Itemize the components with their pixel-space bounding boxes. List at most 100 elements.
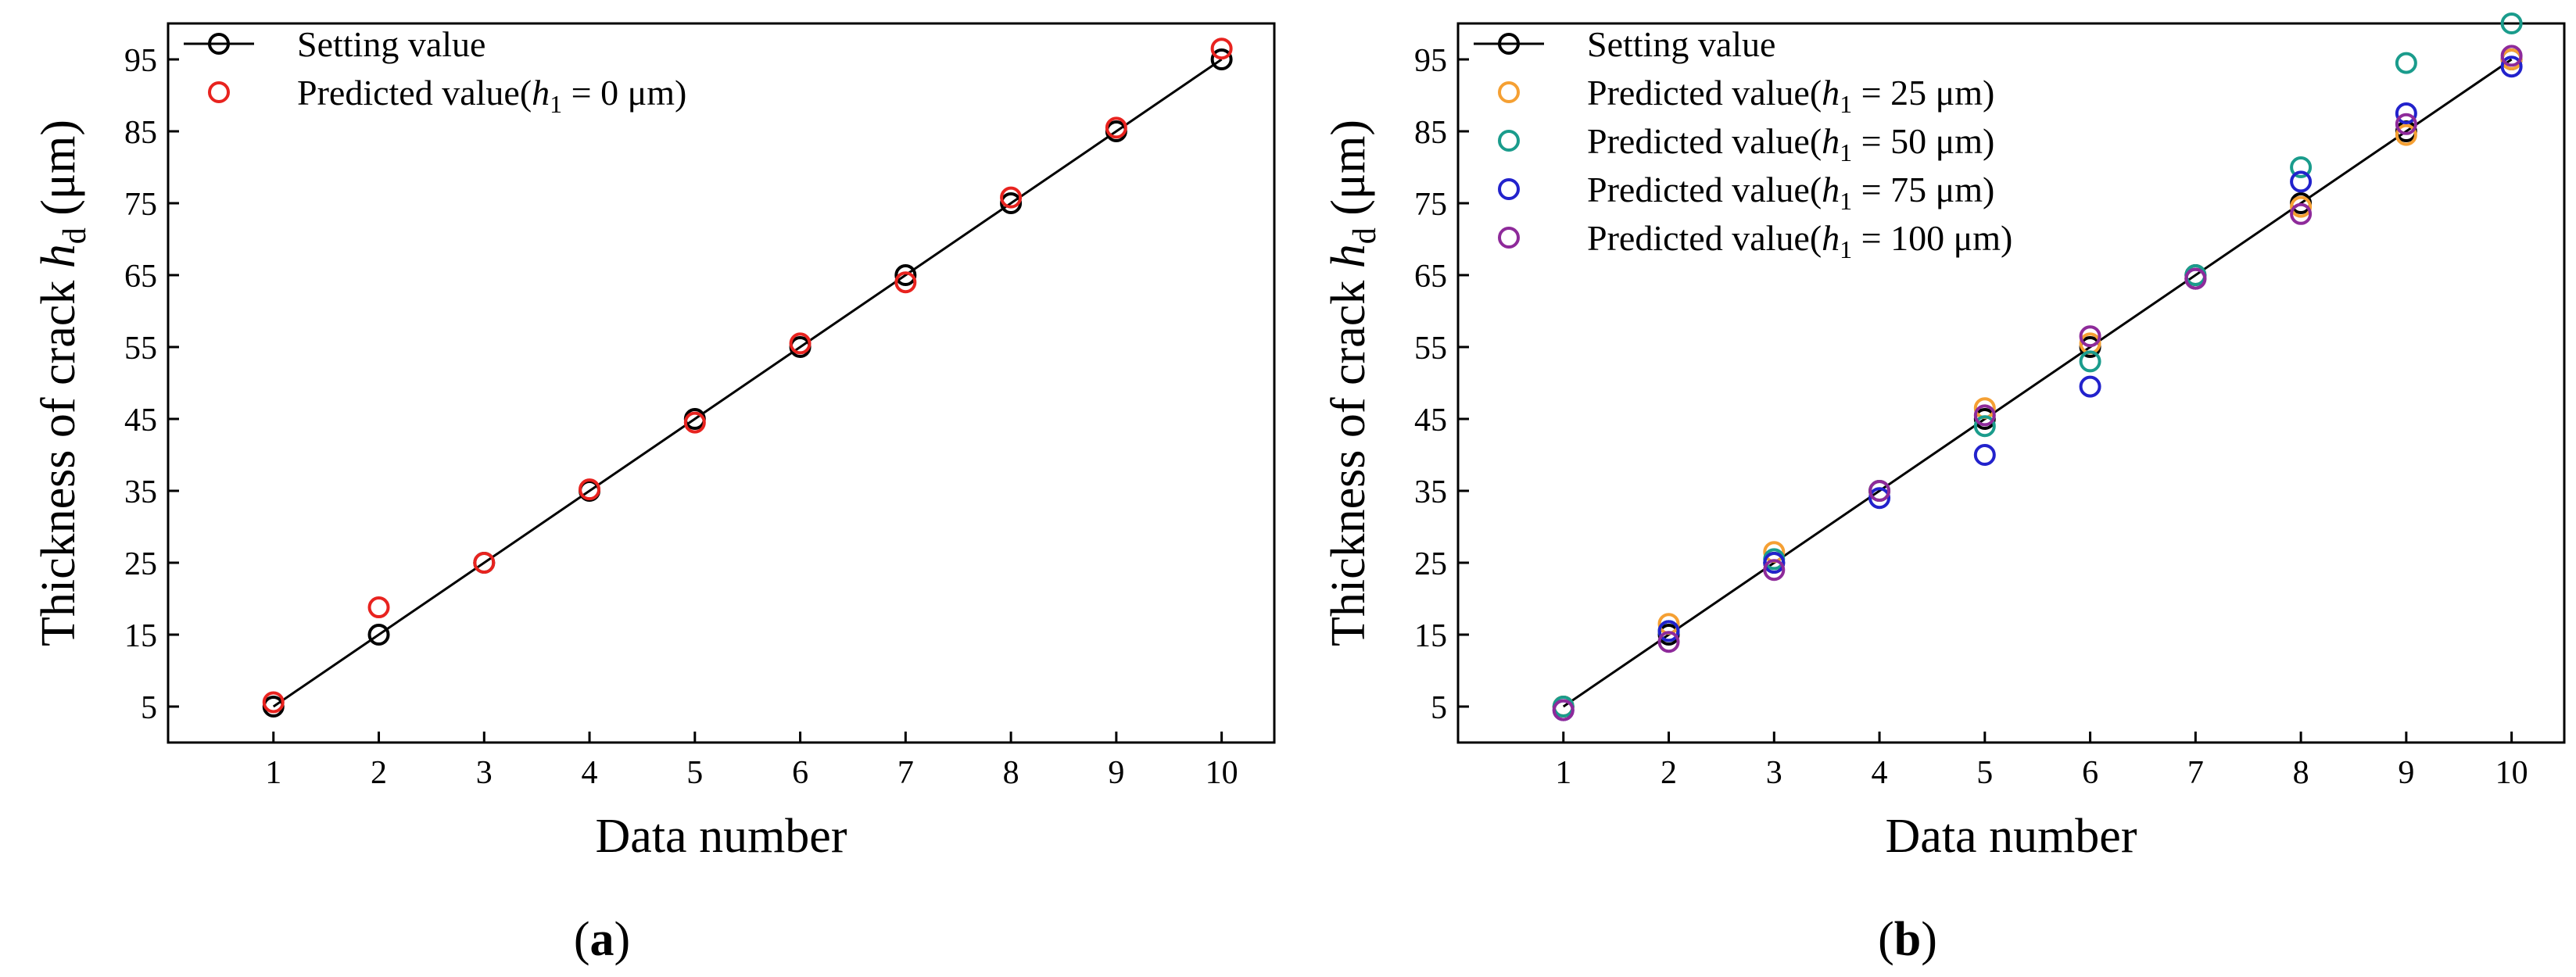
y-tick-label: 85 <box>124 115 157 151</box>
legend-label: Predicted value(h1 = 0 μm) <box>297 73 686 118</box>
legend-label: Predicted value(h1 = 100 μm) <box>1587 218 2012 263</box>
x-tick-label: 2 <box>371 755 387 791</box>
caption-close-paren: ) <box>614 913 631 966</box>
legend-marker <box>1498 227 1520 249</box>
data-point-series-2-x6 <box>2079 350 2101 373</box>
data-point-series-4-x7 <box>2184 267 2207 290</box>
x-tick-label: 4 <box>582 755 598 791</box>
data-point-series-3-x10 <box>2500 55 2523 78</box>
legend-label: Predicted value(h1 = 25 μm) <box>1587 73 1994 118</box>
y-axis-title-subscript: d <box>1347 227 1383 244</box>
legend-label-value: = 75 μm) <box>1852 170 1994 209</box>
data-point-series-1-x4 <box>579 478 601 501</box>
legend-label-text: Predicted value( <box>1587 73 1822 113</box>
x-tick-label: 6 <box>2082 755 2098 791</box>
y-axis-title-text: Thickness of crack <box>32 268 85 646</box>
x-tick-label: 10 <box>2495 755 2528 791</box>
data-point-series-3-x4 <box>1868 487 1891 510</box>
x-tick-label: 5 <box>1976 755 1993 791</box>
x-tick-label: 2 <box>1661 755 1677 791</box>
data-point-series-1-x9 <box>2395 123 2417 146</box>
legend-label-text: Setting value <box>297 24 485 64</box>
data-point-series-1-x10 <box>1210 38 1233 60</box>
series-line-setting-value <box>272 58 1223 708</box>
data-point-series-1-x7 <box>894 271 917 294</box>
y-tick-label: 85 <box>1414 115 1447 151</box>
x-axis-title: Data number <box>1886 810 2137 863</box>
y-tick-label: 75 <box>1414 187 1447 223</box>
y-tick-label: 45 <box>1414 403 1447 438</box>
plot-frame <box>167 22 1276 744</box>
data-point-series-1-x8 <box>1000 186 1023 209</box>
y-tick-label: 95 <box>124 43 157 79</box>
data-point-series-4-x9 <box>2395 113 2417 135</box>
caption-open-paren: ( <box>1878 913 1894 966</box>
y-tick-label: 5 <box>141 690 157 726</box>
y-axis-title-variable: h <box>1322 244 1375 268</box>
data-point-series-4-x1 <box>1552 699 1575 721</box>
x-axis-title: Data number <box>596 810 847 863</box>
data-point-series-2-x10 <box>2500 13 2523 34</box>
data-point-series-4-x2 <box>1657 631 1680 653</box>
y-tick-label: 35 <box>124 474 157 510</box>
y-axis-title-unit: (μm) <box>32 120 85 227</box>
legend-label-text: Predicted value( <box>1587 121 1822 161</box>
y-axis-title: Thickness of crack hd (μm) <box>1322 120 1383 646</box>
data-point-series-1-x3 <box>473 552 496 574</box>
data-point-series-0-x7 <box>894 264 917 286</box>
legend-label-text: Predicted value( <box>1587 218 1822 258</box>
data-point-series-1-x8 <box>2290 195 2313 218</box>
y-tick-label: 95 <box>1414 43 1447 79</box>
y-tick-label: 15 <box>124 618 157 654</box>
legend-label-text: Predicted value( <box>297 73 532 113</box>
data-point-series-4-x10 <box>2500 45 2523 67</box>
panel-caption: (b) <box>1878 913 1937 966</box>
caption-open-paren: ( <box>574 913 590 966</box>
x-tick-label: 6 <box>792 755 808 791</box>
legend-label-variable: h <box>1822 218 1840 258</box>
y-tick-label: 45 <box>124 403 157 438</box>
legend-label-value: = 100 μm) <box>1852 218 2012 258</box>
x-tick-label: 1 <box>265 755 281 791</box>
legend-label-value: = 50 μm) <box>1852 121 1994 161</box>
data-point-series-2-x5 <box>1973 415 1996 438</box>
y-tick-label: 35 <box>1414 474 1447 510</box>
legend-label-variable: h <box>1822 170 1840 209</box>
data-point-series-4-x4 <box>1868 480 1891 502</box>
legend-label-text: Setting value <box>1587 24 1775 64</box>
data-point-series-4-x8 <box>2290 202 2313 225</box>
legend-label-subscript: 1 <box>1840 90 1852 118</box>
data-point-series-3-x2 <box>1657 620 1680 642</box>
caption-label: a <box>590 913 614 966</box>
legend-marker <box>208 81 230 103</box>
y-tick-label: 55 <box>1414 331 1447 367</box>
legend-marker <box>1498 81 1520 103</box>
legend-label-subscript: 1 <box>1840 235 1852 263</box>
plot-frame <box>1456 22 2566 744</box>
legend-label-subscript: 1 <box>1840 187 1852 215</box>
y-axis-title-subscript: d <box>57 227 93 244</box>
data-point-series-3-x5 <box>1973 444 1996 466</box>
x-tick-label: 7 <box>897 755 914 791</box>
y-tick-label: 5 <box>1431 690 1447 726</box>
series-line-setting-value <box>1562 58 2513 708</box>
legend-marker <box>1498 33 1520 55</box>
data-point-series-1-x6 <box>789 332 811 355</box>
x-tick-label: 9 <box>1108 755 1124 791</box>
data-point-series-2-x9 <box>2395 52 2417 74</box>
y-tick-label: 25 <box>124 546 157 582</box>
y-tick-label: 75 <box>124 187 157 223</box>
data-point-series-4-x6 <box>2079 325 2101 348</box>
x-tick-label: 3 <box>1766 755 1782 791</box>
panel-caption: (a) <box>574 913 630 966</box>
legend-label: Setting value <box>297 24 485 64</box>
data-point-series-0-x8 <box>1000 192 1023 214</box>
x-tick-label: 5 <box>686 755 703 791</box>
data-point-series-1-x1 <box>262 691 285 714</box>
legend-label-subscript: 1 <box>550 90 562 118</box>
data-point-series-4-x5 <box>1973 404 1996 427</box>
legend-label: Predicted value(h1 = 50 μm) <box>1587 121 1994 166</box>
legend-label-subscript: 1 <box>1840 138 1852 166</box>
